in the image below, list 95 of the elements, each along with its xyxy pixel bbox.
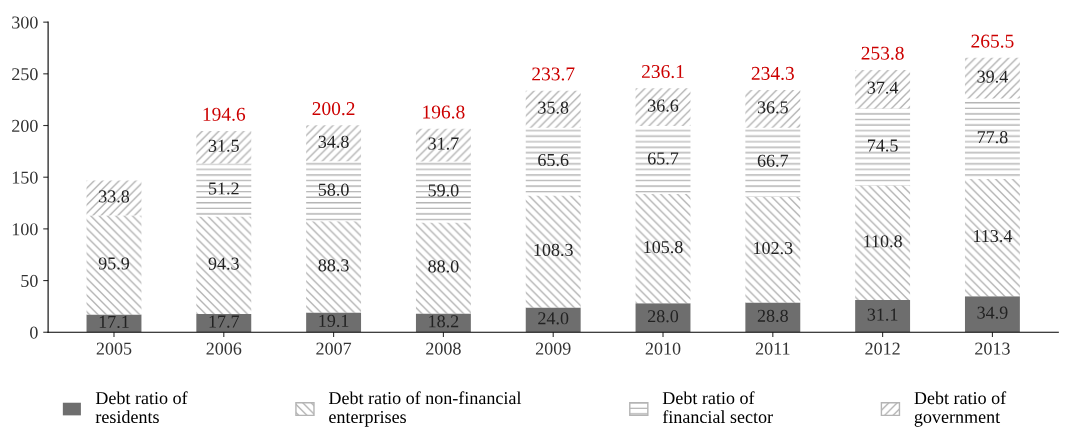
x-tick-label: 2006 (206, 342, 242, 355)
data-label: 39.4 (977, 70, 1008, 83)
data-label: 17.7 (209, 315, 240, 328)
x-tick-label: 2012 (865, 342, 900, 355)
data-label: 34.8 (318, 135, 349, 148)
data-label: 65.6 (538, 153, 569, 167)
data-label: 31.5 (208, 139, 239, 152)
data-label: 65.7 (647, 152, 679, 165)
data-label: 77.8 (977, 131, 1008, 144)
y-tick-label: 100 (12, 223, 38, 236)
total-label: 234.3 (751, 66, 794, 80)
bar (964, 57, 1020, 99)
y-tick-label: 200 (12, 119, 38, 132)
bar (745, 127, 801, 197)
bar (525, 195, 581, 308)
x-tick-label: 2007 (316, 342, 352, 355)
data-label: 36.6 (648, 99, 679, 112)
x-tick-label: 2009 (535, 342, 571, 355)
data-label: 108.3 (534, 243, 573, 257)
bar (964, 296, 1020, 333)
x-tick-label: 2010 (645, 342, 681, 355)
bar (635, 88, 691, 127)
bar (525, 90, 581, 128)
total-label: 196.8 (423, 105, 465, 119)
data-label: 95.9 (98, 257, 130, 270)
data-label: 110.8 (864, 235, 902, 248)
data-label: 37.4 (867, 81, 899, 94)
data-label: 88.3 (318, 259, 349, 272)
data-label: 113.4 (974, 229, 1013, 243)
total-label: 194.6 (203, 107, 246, 121)
bar (855, 108, 911, 186)
data-label: 33.8 (99, 190, 130, 203)
bar (745, 196, 801, 303)
total-label: 236.1 (641, 64, 684, 79)
bar (306, 125, 362, 162)
bar (196, 131, 252, 164)
y-tick-label: 0 (30, 326, 38, 339)
data-label: 51.2 (209, 182, 239, 195)
bar (525, 127, 581, 196)
data-label: 34.9 (977, 306, 1008, 319)
bar (964, 178, 1020, 297)
data-label: 35.8 (538, 101, 569, 114)
data-label: 28.8 (757, 309, 788, 322)
legend-label: Debt ratio of residents (95, 391, 188, 424)
total-label: 233.7 (532, 67, 575, 81)
data-label: 24.0 (538, 312, 569, 325)
bar (306, 161, 362, 222)
bar (635, 126, 691, 194)
data-label: 17.1 (99, 315, 129, 329)
bar (86, 180, 142, 216)
data-label: 36.5 (757, 101, 788, 114)
x-tick-label: 2005 (96, 342, 132, 355)
data-label: 19.1 (319, 314, 349, 327)
data-label: 18.2 (429, 315, 459, 328)
data-label: 66.7 (757, 154, 789, 167)
bar (86, 215, 142, 315)
data-label: 31.7 (428, 137, 459, 150)
bar (855, 69, 911, 109)
y-tick-label: 250 (12, 68, 38, 81)
data-label: 59.0 (428, 184, 459, 197)
data-label: 88.0 (428, 260, 459, 273)
bar (196, 216, 252, 314)
data-label: 58.0 (318, 183, 349, 196)
legend-label: Debt ratio of government (914, 391, 1007, 427)
bar (415, 313, 471, 333)
data-label: 94.3 (208, 257, 239, 270)
legend-label: Debt ratio of financial sector (662, 391, 773, 424)
bar (635, 303, 691, 333)
data-label: 31.1 (867, 308, 898, 321)
bar (415, 161, 471, 223)
bar (855, 300, 911, 333)
total-label: 265.5 (971, 34, 1014, 48)
bar (415, 222, 471, 314)
total-label: 200.2 (312, 102, 355, 116)
data-label: 102.3 (754, 241, 793, 255)
bar (855, 185, 911, 301)
bar (745, 90, 801, 128)
bar (635, 193, 691, 304)
data-label: 28.0 (648, 310, 679, 323)
bar (745, 302, 801, 333)
x-tick-label: 2013 (975, 342, 1010, 355)
y-tick-label: 50 (21, 274, 38, 288)
y-tick-label: 300 (12, 16, 38, 29)
x-tick-label: 2008 (426, 342, 461, 355)
bar (196, 313, 252, 333)
legend-label: Debt ratio of non-financial enterprises (328, 391, 522, 427)
total-label: 253.8 (861, 46, 904, 60)
bar (196, 163, 252, 217)
data-label: 105.8 (644, 240, 683, 254)
bar (415, 128, 471, 162)
bar (306, 221, 362, 313)
data-label: 74.5 (868, 139, 898, 152)
y-tick-label: 150 (12, 171, 38, 184)
bar (525, 307, 581, 333)
x-tick-label: 2011 (755, 342, 790, 355)
